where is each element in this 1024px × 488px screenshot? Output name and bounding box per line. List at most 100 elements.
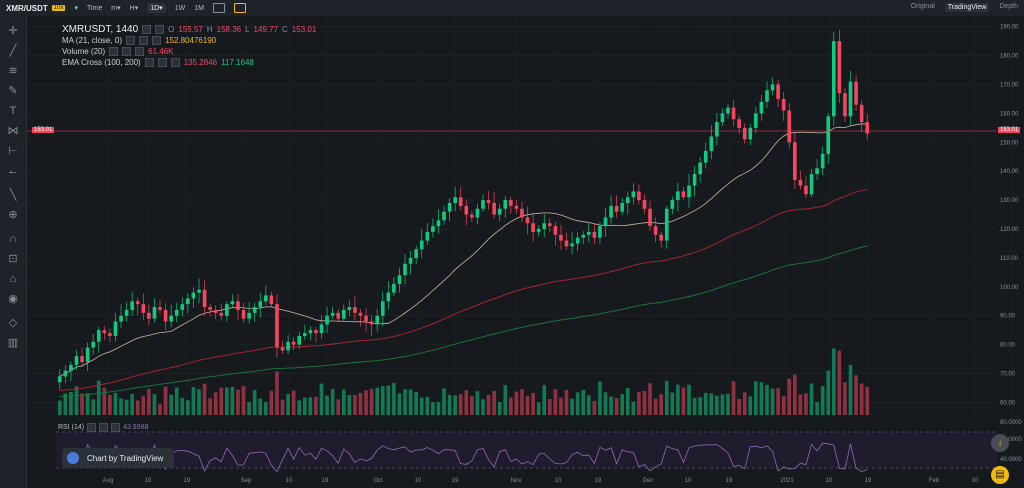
view-tradingview[interactable]: TradingView <box>944 3 990 12</box>
eye-icon[interactable]: ◉ <box>8 293 18 305</box>
dropdown-arrow-icon[interactable]: ▾ <box>74 5 78 12</box>
volume-bar <box>147 388 151 415</box>
ma-close-icon[interactable] <box>152 36 162 45</box>
rsi-label: RSI (14) <box>58 424 85 431</box>
volume-bar <box>514 391 519 415</box>
chat-icon[interactable]: ▤ <box>991 466 1009 484</box>
interval-day[interactable]: 1D▾ <box>147 3 166 13</box>
ma-eye-icon[interactable] <box>126 36 136 45</box>
measure-icon[interactable]: ⊢ <box>8 145 18 157</box>
candle-body <box>720 113 725 123</box>
lock-draw-icon[interactable]: ⊡ <box>8 253 18 265</box>
ema-settings-icon[interactable] <box>157 58 167 67</box>
candle-body <box>380 301 385 316</box>
trend-line-icon[interactable]: ╱ <box>9 45 17 57</box>
interval-month[interactable]: 1M <box>194 4 204 12</box>
volume-bar <box>748 396 753 415</box>
crosshair-icon[interactable]: ✛ <box>8 25 18 37</box>
candle-body <box>692 174 697 186</box>
volume-bar <box>453 395 457 415</box>
ma-settings-icon[interactable] <box>139 36 149 45</box>
volume-bar <box>793 374 797 415</box>
volume-bar <box>308 397 313 415</box>
candle-body <box>603 217 608 227</box>
time-tick-label: 10 <box>972 478 979 484</box>
leverage-badge[interactable]: 10x <box>51 5 66 11</box>
indicators-icon[interactable] <box>212 3 225 13</box>
scroll-down-icon[interactable]: ↓ <box>991 434 1009 452</box>
volume-bar <box>225 387 229 415</box>
time-tick-label: 10 <box>685 478 692 484</box>
vol-settings-icon[interactable] <box>122 47 132 56</box>
ema-eye-icon[interactable] <box>144 58 154 67</box>
zoom-icon[interactable]: ⊕ <box>8 209 18 221</box>
interval-minutes[interactable]: m▾ <box>111 5 121 12</box>
volume-bar <box>102 387 107 415</box>
brush-icon[interactable]: ✎ <box>8 85 18 97</box>
trash-icon[interactable]: ▥ <box>7 337 19 349</box>
candle-body <box>96 330 101 342</box>
open-label: O <box>168 25 175 34</box>
volume-bar <box>80 393 84 415</box>
volume-bar <box>386 385 391 415</box>
tradingview-watermark[interactable]: Chart by TradingView <box>62 448 174 468</box>
rsi-eye-icon[interactable] <box>87 423 97 432</box>
magnet-icon[interactable]: ∩ <box>9 233 17 245</box>
volume-bar <box>637 391 641 415</box>
candle-body <box>230 301 235 305</box>
candle-body <box>737 119 741 128</box>
volume-bar <box>559 397 563 415</box>
lock-icon[interactable]: ⌂ <box>9 273 17 285</box>
rsi-close-icon[interactable] <box>111 423 121 432</box>
volume-bar <box>174 387 179 415</box>
candle-body <box>531 223 535 232</box>
drawing-toolbar: ✛ ╱ ≋ ✎ T ⋈ ⊢ ← ╲ ⊕ ∩ ⊡ ⌂ ◉ ◇ ▥ <box>0 16 27 488</box>
candle-body <box>581 234 586 238</box>
view-depth[interactable]: Depth <box>999 3 1018 10</box>
time-tick-label: 10 <box>286 478 293 484</box>
candle-body <box>353 307 357 313</box>
layers-icon[interactable]: ◇ <box>8 317 18 329</box>
legend-settings-icon[interactable] <box>155 25 165 34</box>
legend-eye-icon[interactable] <box>142 25 152 34</box>
volume-bar <box>325 395 329 415</box>
text-icon[interactable]: T <box>9 105 17 117</box>
candle-body <box>269 295 274 305</box>
time-label[interactable]: Time <box>86 4 103 12</box>
view-original[interactable]: Original <box>910 3 935 10</box>
price-tick-label: 90.00 <box>1000 314 1016 320</box>
rsi-settings-icon[interactable] <box>99 423 109 432</box>
vol-close-icon[interactable] <box>135 47 145 56</box>
pattern-icon[interactable]: ⋈ <box>7 125 19 137</box>
volume-bar <box>464 390 469 415</box>
volume-bar <box>765 384 769 415</box>
back-arrow-icon[interactable]: ← <box>7 165 19 177</box>
ema-close-icon[interactable] <box>170 58 180 67</box>
fib-icon[interactable]: ≋ <box>8 65 18 77</box>
volume-bar <box>703 392 708 415</box>
pair-title[interactable]: XMR/USDT <box>6 3 48 13</box>
high-value: 158.36 <box>216 25 242 34</box>
candle-body <box>564 240 569 247</box>
candle-body <box>553 226 558 235</box>
time-tick-label: 19 <box>184 478 191 484</box>
candle-body <box>536 229 541 232</box>
settings-icon[interactable] <box>233 3 246 13</box>
interval-hours[interactable]: H▾ <box>129 5 139 12</box>
candle-body <box>130 301 134 310</box>
vol-eye-icon[interactable] <box>109 47 119 56</box>
price-tick-label: 100.00 <box>1000 285 1019 291</box>
candle-body <box>291 341 296 345</box>
candle-body <box>336 312 341 319</box>
price-tick-label: 70.00 <box>1000 372 1016 378</box>
ruler-icon[interactable]: ╲ <box>9 189 17 201</box>
candle-body <box>631 191 636 198</box>
candle-body <box>854 81 858 105</box>
candle-body <box>213 309 218 313</box>
volume-bar <box>787 378 792 415</box>
candle-body <box>809 174 814 195</box>
interval-week[interactable]: 1W <box>174 4 186 12</box>
volume-bar <box>280 399 285 415</box>
volume-bar <box>586 395 591 415</box>
